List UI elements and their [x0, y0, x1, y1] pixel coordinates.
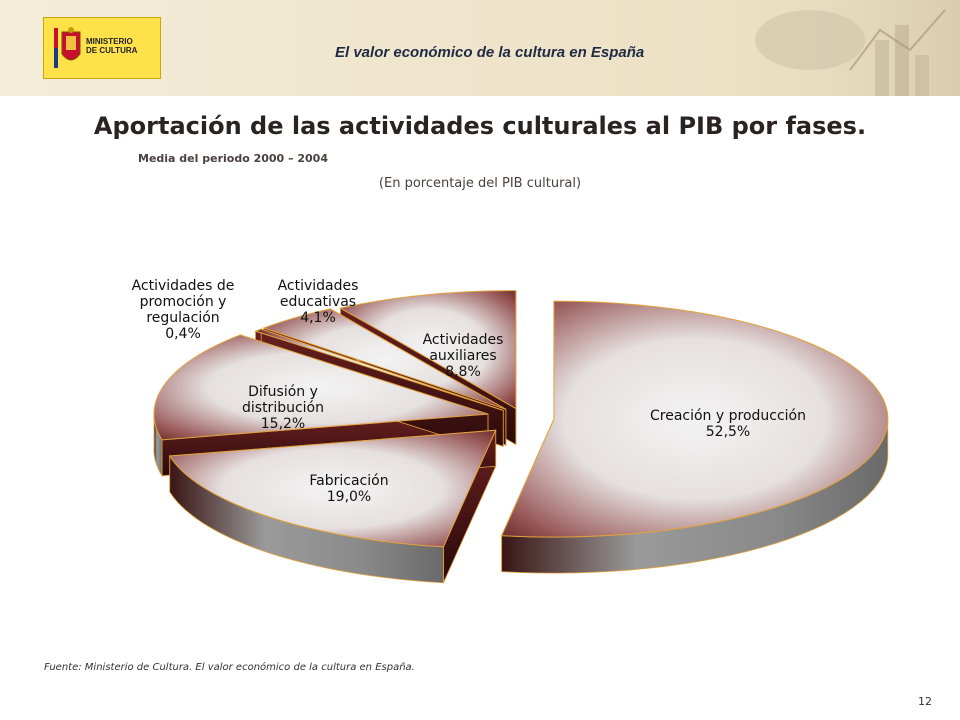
- header-title: El valor económico de la cultura en Espa…: [335, 44, 645, 61]
- pie-slice-0: [500, 300, 889, 574]
- slice-label-line-4-0: Actividades: [278, 278, 359, 294]
- ministry-logo: MINISTERIO DE CULTURA: [43, 17, 161, 79]
- slice-label-line-4-1: educativas: [280, 294, 356, 310]
- slice-label-line-2-1: distribución: [242, 400, 324, 416]
- source-note: Fuente: Ministerio de Cultura. El valor …: [44, 662, 415, 673]
- slice-label-line-2-0: Difusión y: [248, 384, 318, 400]
- slice-label-line-3-1: promoción y: [140, 294, 227, 310]
- slice-label-3: Actividades de promoción y regulación 0,4%: [132, 278, 235, 342]
- slice-label-line-0-0: Creación y producción: [650, 408, 806, 424]
- slice-label-line-0-1: 52,5%: [706, 424, 750, 440]
- coat-of-arms-icon: [54, 27, 81, 68]
- page-number: 12: [918, 695, 932, 708]
- slice-label-line-1-1: 19,0%: [327, 489, 371, 505]
- pie-slice-1: [168, 429, 497, 584]
- slice-label-line-3-2: regulación: [146, 310, 219, 326]
- pie-slice-top-1: [168, 429, 497, 548]
- pie-slice-top-3: [253, 328, 504, 411]
- slice-label-line-5-0: Actividades: [423, 332, 504, 348]
- chart-subtitle: Media del periodo 2000 – 2004: [138, 152, 328, 165]
- pie-slice-top-4: [262, 308, 507, 410]
- chart-title: Aportación de las actividades culturales…: [93, 112, 867, 140]
- chart-unit-note: (En porcentaje del PIB cultural): [378, 176, 582, 191]
- header-banner: MINISTERIO DE CULTURA El valor económico…: [0, 0, 960, 96]
- slice-label-5: Actividades auxiliares 8,8%: [423, 332, 504, 380]
- pie-slice-top-0: [500, 300, 889, 538]
- logo-text-line2: DE CULTURA: [86, 46, 138, 55]
- slice-label-0: Creación y producción 52,5%: [650, 408, 806, 440]
- slice-label-line-5-2: 8,8%: [445, 364, 481, 380]
- pie-slice-top-5: [339, 290, 517, 410]
- slice-label-1: Fabricación 19,0%: [309, 473, 388, 505]
- pie-slice-top-2: [153, 334, 489, 441]
- slice-label-line-5-1: auxiliares: [429, 348, 496, 364]
- logo-text: MINISTERIO DE CULTURA: [86, 37, 137, 55]
- slice-label-line-1-0: Fabricación: [309, 473, 388, 489]
- slice-label-line-2-2: 15,2%: [261, 416, 305, 432]
- logo-text-line1: MINISTERIO: [86, 37, 133, 46]
- slice-label-line-3-0: Actividades de: [132, 278, 235, 294]
- slice-label-line-3-3: 0,4%: [165, 326, 201, 342]
- slice-label-line-4-2: 4,1%: [300, 310, 336, 326]
- slice-label-4: Actividades educativas 4,1%: [278, 278, 359, 326]
- slice-label-2: Difusión y distribución 15,2%: [242, 384, 324, 432]
- header-decoration-graphic: [700, 0, 960, 96]
